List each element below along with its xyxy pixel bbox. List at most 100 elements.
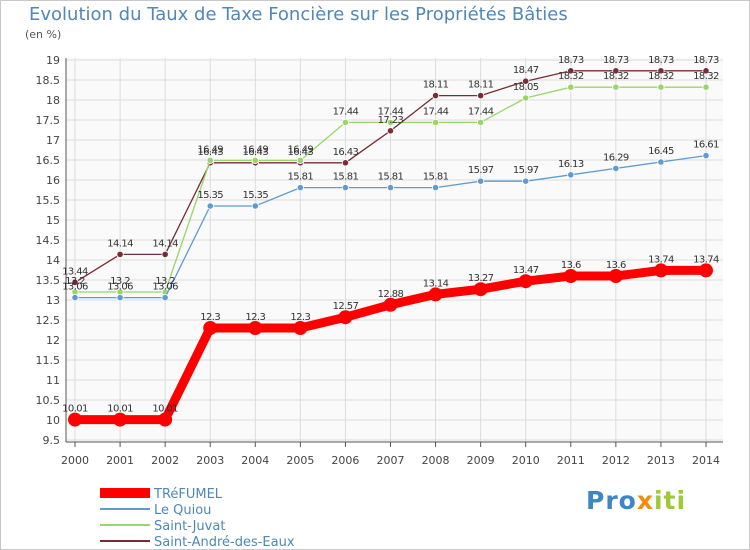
data-point [431, 92, 440, 100]
y-tick-label: 15.5 [36, 194, 61, 207]
data-label: 10.01 [107, 404, 133, 415]
data-label: 13.74 [648, 254, 674, 265]
data-label: 16.61 [693, 140, 719, 151]
y-tick-label: 13 [46, 294, 60, 307]
data-point [477, 118, 485, 127]
x-tick-label: 2012 [602, 454, 630, 467]
x-tick-label: 2009 [467, 454, 495, 467]
data-label: 12.3 [200, 312, 220, 323]
data-label: 13.06 [107, 282, 133, 293]
data-label: 15.81 [333, 172, 359, 183]
data-label: 18.11 [468, 80, 494, 91]
data-label: 18.32 [693, 71, 719, 82]
data-point [386, 184, 395, 192]
data-label: 18.73 [693, 55, 719, 66]
data-label: 13.44 [62, 266, 88, 277]
data-point [522, 177, 530, 185]
x-tick-label: 2005 [286, 454, 314, 467]
data-label: 13.14 [423, 278, 449, 289]
x-tick-label: 2013 [647, 454, 675, 467]
data-point [567, 67, 575, 75]
data-label: 17.44 [423, 106, 449, 117]
data-point [206, 202, 214, 210]
data-label: 12.88 [378, 289, 404, 300]
data-point [341, 184, 350, 192]
data-label: 18.11 [423, 80, 449, 91]
data-point [563, 269, 578, 283]
x-tick-label: 2014 [692, 454, 720, 467]
data-label: 16.29 [603, 152, 629, 163]
data-point [68, 412, 82, 427]
y-tick-label: 15 [46, 214, 60, 227]
series-labels: 13.44 14.14 14.14 16.43 16.43 16.43 16.43 17.23… [62, 55, 719, 415]
y-tick-label: 17 [46, 134, 60, 147]
data-point [158, 412, 173, 427]
data-label: 18.32 [603, 71, 629, 82]
data-label: 16.49 [288, 144, 314, 155]
data-label: 18.32 [558, 71, 584, 82]
y-tick-label: 14 [46, 254, 60, 267]
y-tick-label: 10 [46, 414, 60, 427]
data-label: 18.32 [648, 71, 674, 82]
grid [66, 58, 723, 442]
y-tick-label: 19 [46, 54, 60, 67]
data-point [657, 83, 665, 91]
y-tick-label: 18 [46, 94, 60, 107]
data-point [657, 158, 665, 166]
data-label: 12.3 [245, 312, 265, 323]
data-point [296, 184, 304, 192]
y-tick-label: 18.5 [36, 74, 61, 87]
y-tick-label: 17.5 [36, 114, 61, 127]
data-label: 17.44 [333, 106, 359, 117]
y-tick-label: 11.5 [36, 354, 61, 367]
x-tick-label: 2001 [106, 454, 134, 467]
y-tick-label: 13.5 [36, 274, 61, 287]
data-point [567, 83, 575, 91]
data-point [653, 263, 668, 278]
data-label: 13.2 [110, 276, 130, 287]
data-point [612, 67, 620, 75]
data-label: 15.81 [423, 172, 449, 183]
data-point [248, 321, 263, 335]
data-label: 15.81 [288, 172, 314, 183]
data-label: 16.49 [197, 144, 223, 155]
data-point [431, 118, 440, 127]
data-point [296, 156, 304, 164]
data-label: 16.43 [242, 147, 268, 158]
data-point [161, 293, 169, 302]
data-label: 15.97 [468, 165, 494, 176]
data-point [702, 67, 710, 75]
data-label: 16.43 [333, 147, 359, 158]
y-tick-label: 12 [46, 334, 60, 347]
data-point [251, 202, 259, 210]
data-label: 16.45 [648, 146, 674, 157]
data-label: 12.57 [333, 301, 359, 312]
data-label: 15.35 [242, 190, 268, 201]
data-label: 13.47 [513, 265, 539, 276]
data-label: 13.2 [155, 276, 175, 287]
y-tick-label: 16 [46, 174, 60, 187]
data-point [386, 127, 395, 135]
x-tick-label: 2003 [196, 454, 224, 467]
data-point [116, 293, 124, 302]
data-label: 15.81 [378, 172, 404, 183]
data-label: 18.73 [558, 55, 584, 66]
proxiti-logo: Proxiti [586, 486, 686, 515]
data-label: 13.6 [561, 260, 581, 271]
x-tick-label: 2011 [557, 454, 585, 467]
data-point [341, 159, 350, 167]
data-label: 13.6 [606, 260, 626, 271]
data-label: 18.73 [603, 55, 629, 66]
data-point [702, 83, 710, 91]
data-label: 18.47 [513, 65, 539, 76]
data-label: 13.74 [693, 254, 719, 265]
legend-label: Le Quiou [154, 503, 211, 518]
data-point [699, 263, 713, 278]
data-label: 13.27 [468, 273, 494, 284]
data-point [431, 184, 440, 192]
legend-label: Saint-Juvat [154, 519, 225, 534]
data-point [612, 83, 620, 91]
data-point [518, 274, 533, 289]
